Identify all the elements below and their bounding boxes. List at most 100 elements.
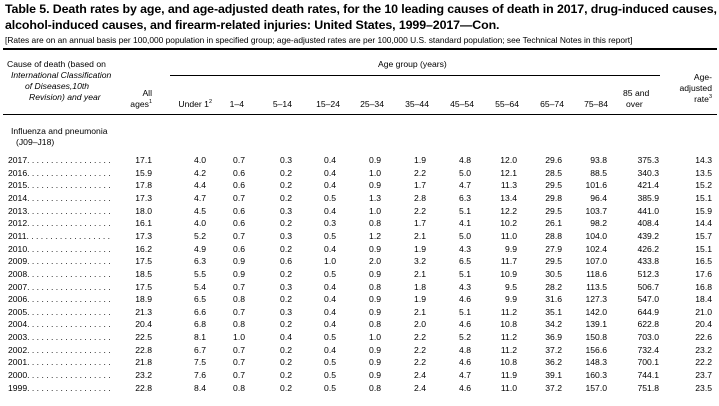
age-45-54-cell: 5.2 xyxy=(459,332,471,343)
year-cell: 2011. . . . . . . . . . . . . . . . . . xyxy=(8,230,111,241)
all-ages-cell: 20.4 xyxy=(135,319,152,330)
table-row: 2000. . . . . . . . . . . . . . . . . . 2… xyxy=(0,369,719,381)
under-1-cell: 6.6 xyxy=(194,306,206,317)
year-cell: 2001. . . . . . . . . . . . . . . . . . xyxy=(8,357,111,368)
age-25-34-cell: 0.9 xyxy=(369,306,381,317)
stub-header-line: of Diseases,10th xyxy=(25,81,90,91)
age-75-84-cell: 127.3 xyxy=(585,294,607,305)
under-1-header-label: Under 1 xyxy=(178,99,209,109)
age-15-24-cell: 0.4 xyxy=(324,205,336,216)
age-45-54-cell: 6.3 xyxy=(459,192,471,203)
age-15-24-cell: 0.4 xyxy=(324,155,336,165)
under-1-cell: 4.0 xyxy=(194,218,206,229)
age-65-74-cell: 29.6 xyxy=(545,155,562,165)
all-ages-cell: 22.8 xyxy=(135,382,152,393)
age-15-24-cell: 0.4 xyxy=(324,306,336,317)
age-75-84-cell: 148.3 xyxy=(585,357,607,368)
age-75-84-cell: 93.8 xyxy=(590,155,607,165)
age-1-4-header: 1–4 xyxy=(229,99,244,109)
age-75-84-cell: 113.5 xyxy=(586,281,607,292)
age-45-54-cell: 4.6 xyxy=(459,294,471,305)
age-adjusted-cell: 13.5 xyxy=(695,167,712,178)
age-35-44-cell: 1.7 xyxy=(414,180,426,191)
table-row: 2013. . . . . . . . . . . . . . . . . . 1… xyxy=(0,205,719,217)
age-45-54-cell: 4.7 xyxy=(459,180,471,191)
age-85-over-cell: 375.3 xyxy=(637,155,659,165)
year-cell: 2002. . . . . . . . . . . . . . . . . . xyxy=(8,344,111,355)
age-35-44-cell: 2.4 xyxy=(414,382,426,393)
age-65-74-cell: 36.2 xyxy=(545,357,562,368)
table-row: 2008. . . . . . . . . . . . . . . . . . 1… xyxy=(0,268,719,280)
age-85-over-cell: 408.4 xyxy=(637,218,659,229)
age-25-34-cell: 1.0 xyxy=(369,205,381,216)
age-75-84-cell: 88.5 xyxy=(590,167,607,178)
age-55-64-cell: 11.0 xyxy=(500,382,517,393)
age-45-54-cell: 5.1 xyxy=(459,306,471,317)
age-15-24-cell: 0.5 xyxy=(324,382,336,393)
under-1-cell: 4.7 xyxy=(194,192,206,203)
age-1-4-cell: 0.9 xyxy=(233,268,245,279)
age-65-74-cell: 31.6 xyxy=(545,294,562,305)
stub-header: Cause of death (based on International C… xyxy=(7,59,122,103)
age-1-4-cell: 0.6 xyxy=(233,205,245,216)
age-45-54-cell: 4.6 xyxy=(459,319,471,330)
age-75-84-cell: 103.7 xyxy=(585,205,607,216)
age-85-over-cell: 700.1 xyxy=(637,357,659,368)
age-adjusted-cell: 15.1 xyxy=(695,192,712,203)
age-65-74-cell: 39.1 xyxy=(545,370,562,381)
all-ages-cell: 17.3 xyxy=(135,230,152,241)
age-1-4-cell: 0.7 xyxy=(233,192,245,203)
table-row: 2006. . . . . . . . . . . . . . . . . . 1… xyxy=(0,293,719,305)
age-35-44-cell: 1.8 xyxy=(414,281,426,292)
age-65-74-cell: 28.8 xyxy=(545,230,562,241)
age-45-54-cell: 4.8 xyxy=(459,344,471,355)
age-1-4-cell: 0.9 xyxy=(233,256,245,267)
year-cell: 2003. . . . . . . . . . . . . . . . . . xyxy=(8,332,111,343)
table-row: 2012. . . . . . . . . . . . . . . . . . 1… xyxy=(0,217,719,229)
age-35-44-cell: 2.1 xyxy=(414,306,426,317)
table-row: 2003. . . . . . . . . . . . . . . . . . 2… xyxy=(0,331,719,343)
age-1-4-cell: 0.7 xyxy=(233,344,245,355)
age-5-14-cell: 0.2 xyxy=(280,370,292,381)
age-55-64-cell: 10.2 xyxy=(500,218,517,229)
age-5-14-cell: 0.3 xyxy=(280,155,292,165)
age-85-over-cell: 751.8 xyxy=(637,382,659,393)
age-adjusted-cell: 14.3 xyxy=(695,155,712,165)
age-25-34-cell: 0.8 xyxy=(369,218,381,229)
age-75-84-cell: 102.4 xyxy=(585,243,607,254)
age-adjusted-cell: 15.9 xyxy=(695,205,712,216)
age-85-over-cell: 340.3 xyxy=(637,167,659,178)
age-75-84-cell: 160.3 xyxy=(585,370,607,381)
under-1-cell: 6.5 xyxy=(194,294,206,305)
age-35-44-cell: 1.9 xyxy=(414,294,426,305)
under-1-cell: 8.4 xyxy=(194,382,206,393)
age-5-14-cell: 0.3 xyxy=(280,205,292,216)
age-1-4-cell: 0.6 xyxy=(233,218,245,229)
all-ages-cell: 17.8 xyxy=(135,180,152,191)
age-65-74-cell: 34.2 xyxy=(545,319,562,330)
age-1-4-cell: 0.7 xyxy=(233,155,245,165)
age-75-84-cell: 118.6 xyxy=(586,268,607,279)
year-cell: 2010. . . . . . . . . . . . . . . . . . xyxy=(8,243,111,254)
table-row: 2010. . . . . . . . . . . . . . . . . . 1… xyxy=(0,243,719,255)
age-65-74-cell: 28.5 xyxy=(545,167,562,178)
age-1-4-cell: 0.7 xyxy=(233,357,245,368)
age-5-14-cell: 0.3 xyxy=(280,281,292,292)
age-55-64-cell: 10.8 xyxy=(500,319,517,330)
under-1-cell: 4.0 xyxy=(194,155,206,165)
age-5-14-cell: 0.2 xyxy=(280,268,292,279)
age-75-84-cell: 107.0 xyxy=(585,256,607,267)
age-45-54-cell: 4.8 xyxy=(459,155,471,165)
age-35-44-cell: 2.8 xyxy=(414,192,426,203)
age-55-64-cell: 9.9 xyxy=(505,294,517,305)
age-15-24-cell: 0.4 xyxy=(324,319,336,330)
age-55-64-cell: 10.8 xyxy=(500,357,517,368)
year-cell: 2007. . . . . . . . . . . . . . . . . . xyxy=(8,281,111,292)
cause-of-death-label: Influenza and pneumonia xyxy=(11,126,108,136)
age-25-34-header: 25–34 xyxy=(360,99,384,109)
age-adjusted-cell: 22.6 xyxy=(695,332,712,343)
year-cell: 2008. . . . . . . . . . . . . . . . . . xyxy=(8,268,111,279)
age-5-14-cell: 0.2 xyxy=(280,243,292,254)
age-1-4-cell: 0.8 xyxy=(233,294,245,305)
age-65-74-cell: 29.5 xyxy=(545,256,562,267)
